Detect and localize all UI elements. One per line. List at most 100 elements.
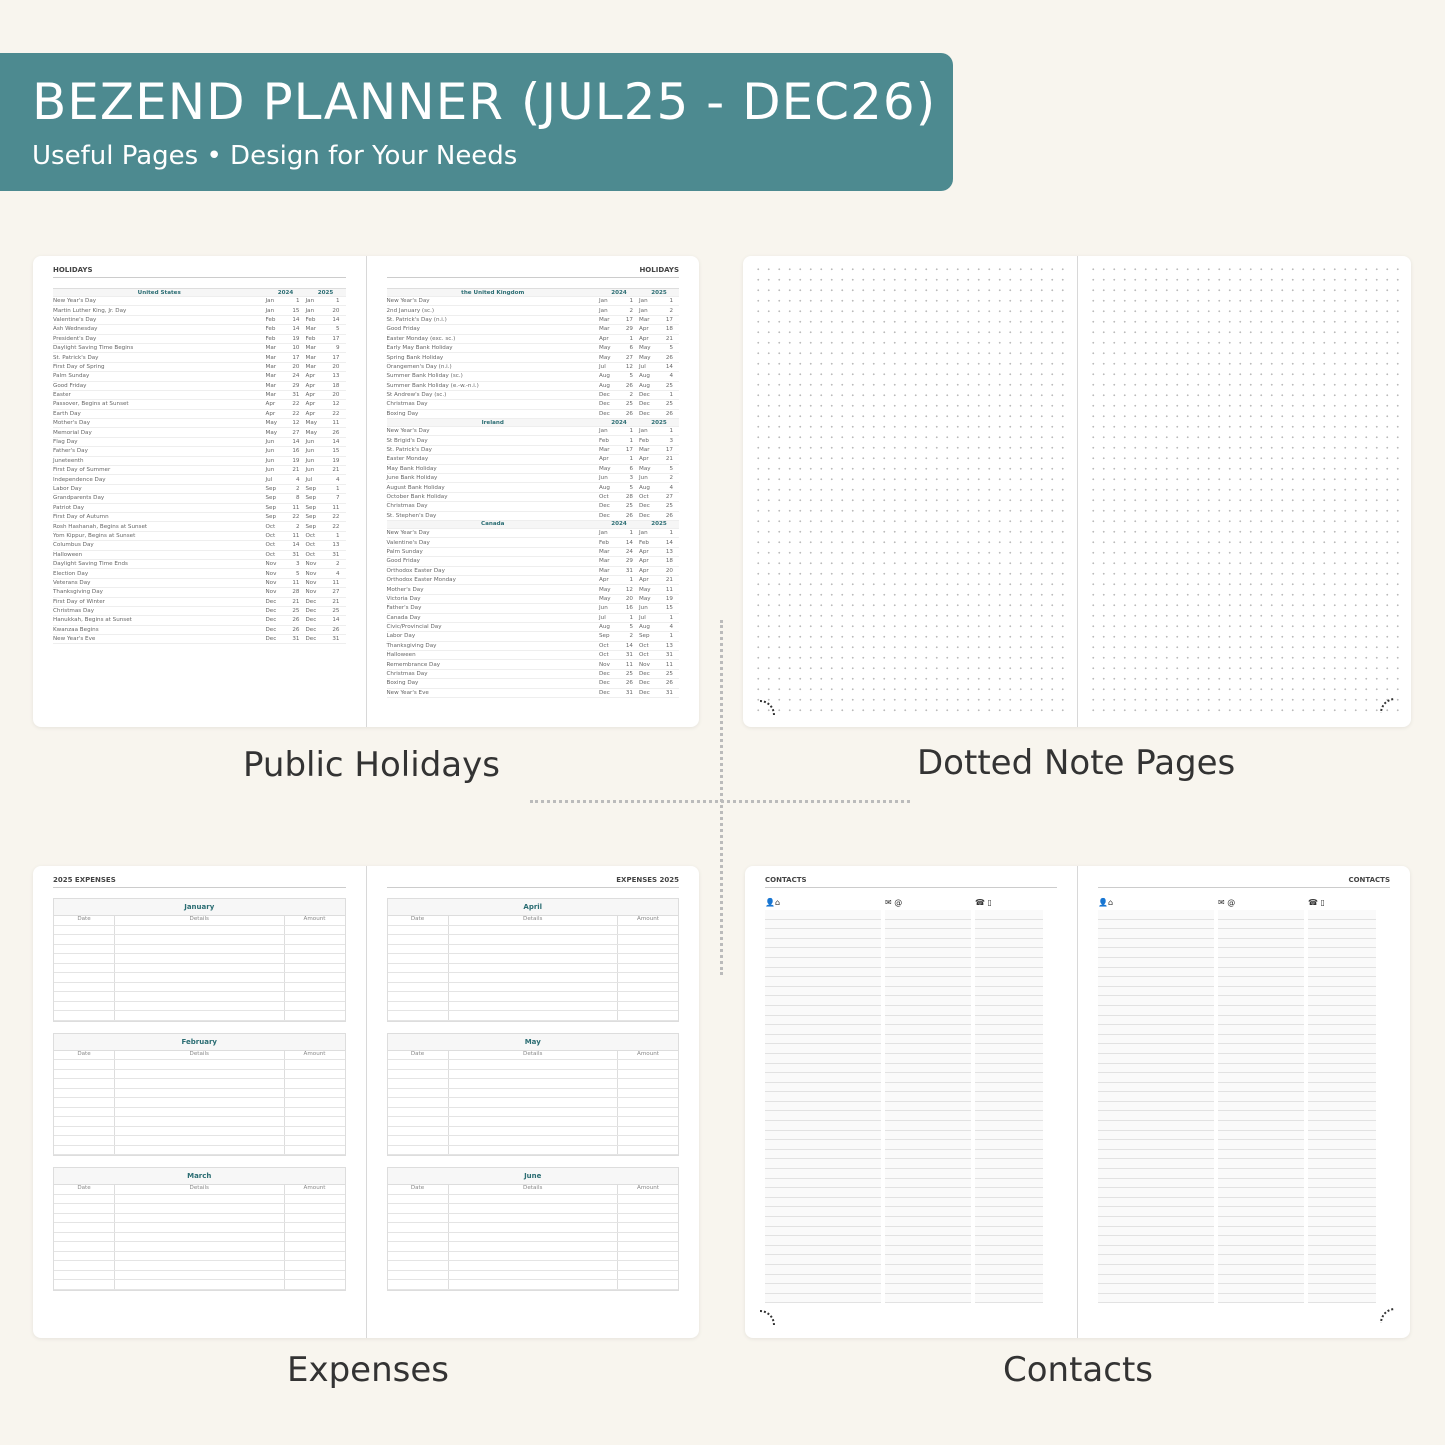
day-2024: 24 [291, 371, 306, 382]
expense-cell [618, 945, 678, 954]
expense-cell [618, 973, 678, 982]
contact-line [765, 1025, 881, 1035]
expense-cell [54, 925, 115, 934]
expense-cell [388, 1270, 449, 1279]
contact-line [1098, 1082, 1214, 1093]
holiday-name: Labor Day [53, 484, 266, 495]
day-2025: 13 [331, 540, 346, 551]
contact-line [1218, 1178, 1304, 1189]
contact-line [1218, 1188, 1304, 1198]
expense-row [387, 1011, 678, 1021]
contact-line [1098, 1073, 1214, 1083]
expense-cell [449, 1194, 618, 1203]
month-2024: Oct [599, 492, 625, 503]
expense-cell [115, 1223, 285, 1232]
contacts-spread: CONTACTS 👤⌂ ✉ @ ☎ ▯ CONTACTS 👤⌂ ✉ @ ☎ ▯ [745, 866, 1410, 1338]
day-2025: 2 [331, 559, 346, 570]
month-2024: Oct [265, 550, 292, 560]
contact-line [765, 1092, 881, 1102]
holiday-row: August Bank Holiday Aug 5 Aug 4 [386, 482, 679, 493]
holiday-row: Remembrance Day Nov 11 Nov 11 [386, 659, 679, 670]
contact-line [765, 1149, 881, 1160]
caption-public-holidays: Public Holidays [243, 745, 500, 785]
holiday-name: Veterans Day [53, 578, 266, 589]
column-header: Date [388, 916, 449, 925]
expense-cell [449, 1079, 618, 1088]
contact-line [1098, 1274, 1214, 1285]
expense-row [54, 1088, 345, 1098]
expense-row [387, 1126, 678, 1136]
month-2025: May [639, 464, 665, 475]
contact-line [1218, 1034, 1304, 1045]
contact-line [975, 1005, 1043, 1016]
envelope-icon-at-icon: ✉ @ [1218, 898, 1236, 907]
expense-cell [388, 1117, 449, 1126]
contact-line [1218, 910, 1304, 920]
contact-line [1218, 1140, 1304, 1150]
holiday-row: Veterans Day Nov 11 Nov 11 [53, 578, 346, 589]
contact-line [1308, 1178, 1376, 1189]
contact-line [1218, 1159, 1304, 1170]
holiday-row: St. Patrick's Day (n.i.) Mar 17 Mar 17 [386, 315, 679, 326]
day-2024: 11 [291, 578, 306, 589]
holiday-name: Valentine's Day [386, 537, 599, 548]
expense-cell [54, 1223, 115, 1232]
contact-line [1098, 1264, 1214, 1275]
expense-cell [54, 944, 115, 953]
contact-line [765, 1255, 881, 1265]
holiday-name: First Day of Winter [53, 597, 266, 607]
contact-line [1308, 977, 1376, 987]
expense-row [387, 1204, 678, 1214]
caption-contacts: Contacts [1003, 1350, 1153, 1390]
day-2025: 3 [665, 435, 679, 446]
expense-cell [618, 964, 678, 973]
contact-line [1098, 1188, 1214, 1198]
caption-expenses: Expenses [287, 1350, 449, 1390]
expense-row [387, 1223, 678, 1233]
page-title: CONTACTS [1098, 876, 1390, 888]
expense-cell [54, 973, 115, 982]
month-2024: Oct [265, 531, 292, 542]
contact-line [1308, 910, 1376, 920]
expense-cell [115, 1232, 285, 1241]
contact-line [1308, 919, 1376, 930]
holiday-name: New Year's Eve [386, 688, 599, 699]
day-2024: 1 [291, 296, 306, 307]
expense-cell [54, 1011, 115, 1020]
holiday-name: Columbus Day [53, 540, 266, 551]
month-2025: Dec [639, 669, 665, 680]
holiday-row: Mother's Day May 12 May 11 [53, 418, 346, 429]
expense-cell [618, 1146, 678, 1155]
month-2024: May [599, 584, 625, 595]
page-title: 2025 EXPENSES [53, 876, 346, 888]
holiday-name: Early May Bank Holiday [386, 343, 599, 354]
month-2024: Oct [599, 650, 625, 661]
holiday-name: Flag Day [53, 437, 266, 448]
holiday-row: Mother's Day May 12 May 11 [386, 584, 679, 595]
month-2025: Apr [305, 399, 332, 410]
month-2024: Nov [265, 559, 292, 570]
holidays-table: United States 2024 2025 New Year's Day Jan 1 J… [53, 288, 346, 645]
month-2025: Jul [639, 613, 665, 623]
holiday-name: Father's Day [53, 446, 266, 457]
contact-line [765, 1226, 881, 1237]
month-2025: Mar [639, 315, 665, 326]
holiday-row: Halloween Oct 31 Oct 31 [386, 650, 679, 661]
expense-row [54, 982, 345, 992]
page-title: HOLIDAYS [53, 266, 346, 278]
day-2025: 25 [665, 381, 679, 391]
expense-cell [115, 982, 285, 991]
day-2024: 2 [291, 521, 306, 532]
contact-line [1218, 1121, 1304, 1131]
expense-row [54, 1232, 345, 1242]
expense-row [54, 992, 345, 1002]
month-2024: Nov [599, 659, 625, 670]
banner-subtitle: Useful Pages • Design for Your Needs [32, 141, 518, 171]
contact-line [885, 1015, 971, 1026]
contact-line [1098, 967, 1214, 978]
month-2024: Dec [599, 399, 625, 410]
expense-cell [285, 1108, 345, 1117]
holiday-row: New Year's Day Jan 1 Jan 1 [386, 426, 679, 437]
expense-cell [449, 1213, 618, 1222]
day-2025: 4 [665, 482, 679, 493]
